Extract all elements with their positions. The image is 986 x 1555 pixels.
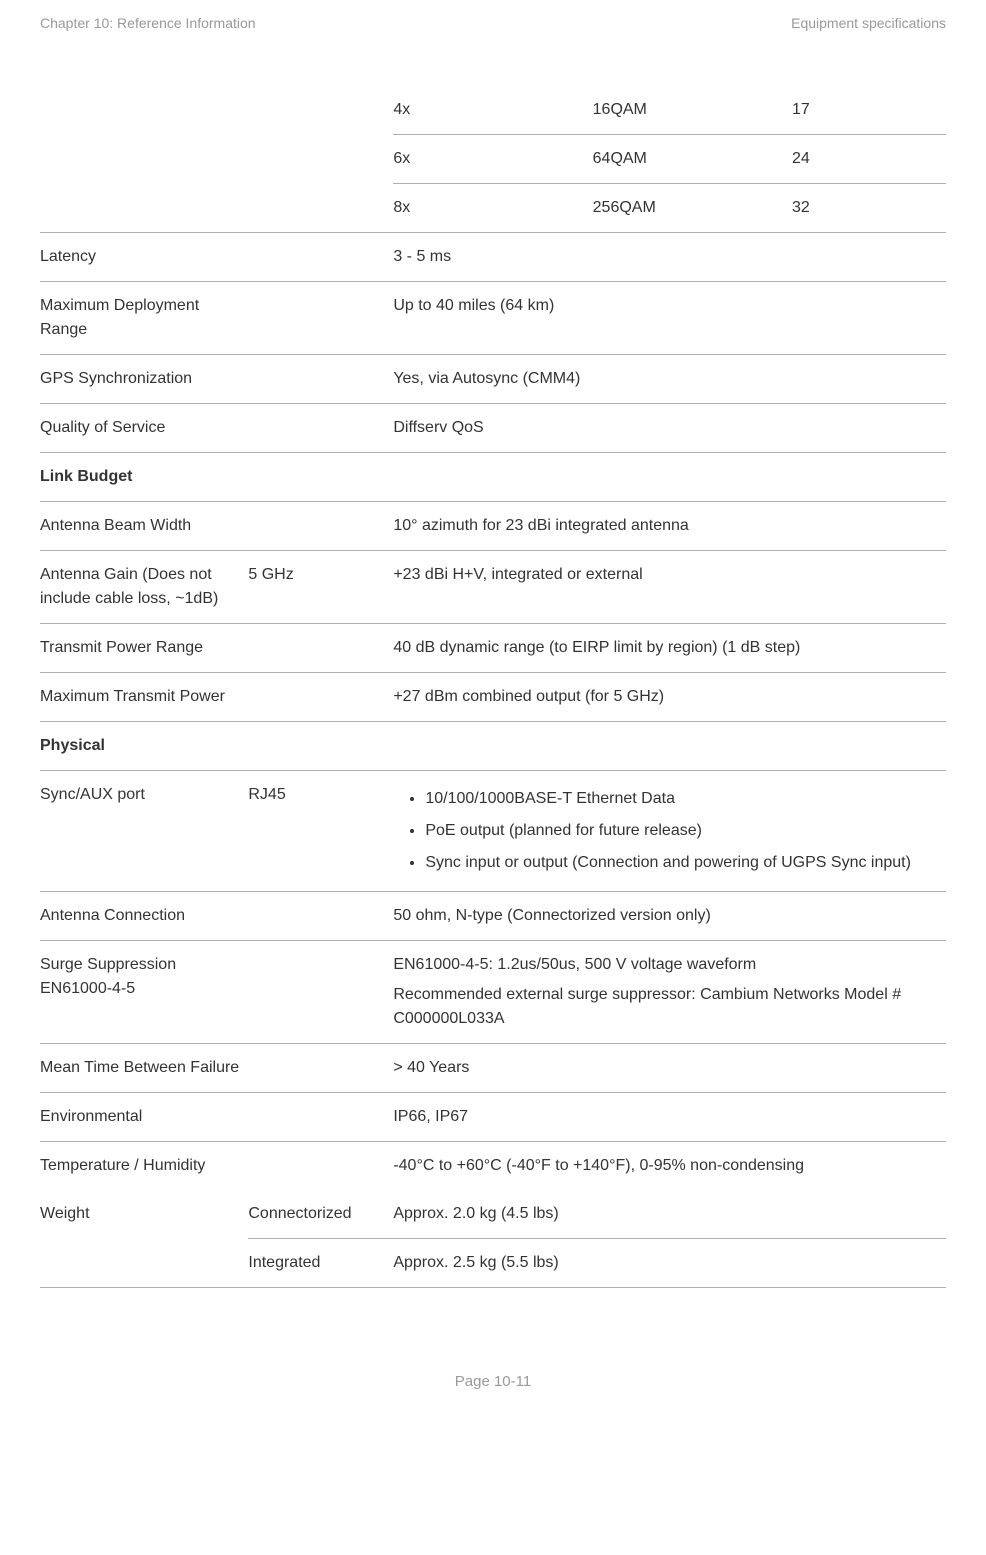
modulation-row: 8x 256QAM 32 [40,184,946,233]
cell-value: Up to 40 miles (64 km) [393,282,946,355]
cell-sub: 5 GHz [248,551,393,624]
cell-label: Environmental [40,1093,248,1142]
cell-value: +27 dBm combined output (for 5 GHz) [393,673,946,722]
cell-value: Approx. 2.5 kg (5.5 lbs) [393,1239,946,1288]
section-link-budget: Link Budget [40,453,946,502]
cell-label: Antenna Beam Width [40,502,248,551]
row-tx-range: Transmit Power Range 40 dB dynamic range… [40,624,946,673]
list-item: 10/100/1000BASE-T Ethernet Data [425,783,938,815]
surge-line1: EN61000-4-5: 1.2us/50us, 500 V voltage w… [393,953,938,977]
cell-mult: 8x [393,184,592,233]
cell-sub: Integrated [248,1239,393,1288]
cell-label: Mean Time Between Failure [40,1044,248,1093]
row-latency: Latency 3 - 5 ms [40,233,946,282]
cell-label: Quality of Service [40,404,248,453]
cell-mult: 4x [393,86,592,135]
row-env: Environmental IP66, IP67 [40,1093,946,1142]
cell-label: Temperature / Humidity [40,1142,248,1191]
cell-value: 40 dB dynamic range (to EIRP limit by re… [393,624,946,673]
specification-table: 4x 16QAM 17 6x 64QAM 24 8x 256QAM 32 Lat… [40,86,946,1288]
cell-label: Physical [40,722,946,771]
row-qos: Quality of Service Diffserv QoS [40,404,946,453]
row-surge: Surge Suppression EN61000-4-5 EN61000-4-… [40,941,946,1044]
cell-label: Antenna Gain (Does not include cable los… [40,551,248,624]
cell-value: Diffserv QoS [393,404,946,453]
row-weight-1: Weight Connectorized Approx. 2.0 kg (4.5… [40,1190,946,1239]
cell-label: GPS Synchronization [40,355,248,404]
cell-label: Sync/AUX port [40,771,248,892]
sync-bullets: 10/100/1000BASE-T Ethernet Data PoE outp… [393,783,938,879]
cell-label: Link Budget [40,453,946,502]
cell-value: 3 - 5 ms [393,233,946,282]
cell-label: Transmit Power Range [40,624,248,673]
cell-val: 24 [792,135,946,184]
cell-mod: 16QAM [593,86,792,135]
cell-val: 32 [792,184,946,233]
cell-sub: RJ45 [248,771,393,892]
row-gps: GPS Synchronization Yes, via Autosync (C… [40,355,946,404]
row-mtbf: Mean Time Between Failure > 40 Years [40,1044,946,1093]
cell-value: 10/100/1000BASE-T Ethernet Data PoE outp… [393,771,946,892]
cell-value: 50 ohm, N-type (Connectorized version on… [393,892,946,941]
cell-label: Antenna Connection [40,892,248,941]
row-range: Maximum Deployment Range Up to 40 miles … [40,282,946,355]
row-beam: Antenna Beam Width 10° azimuth for 23 dB… [40,502,946,551]
modulation-row: 6x 64QAM 24 [40,135,946,184]
cell-value: Yes, via Autosync (CMM4) [393,355,946,404]
cell-label: Maximum Deployment Range [40,282,248,355]
cell-value: -40°C to +60°C (-40°F to +140°F), 0-95% … [393,1142,946,1191]
cell-mult: 6x [393,135,592,184]
cell-label: Weight [40,1190,248,1288]
cell-label: Latency [40,233,248,282]
cell-value: EN61000-4-5: 1.2us/50us, 500 V voltage w… [393,941,946,1044]
cell-value: 10° azimuth for 23 dBi integrated antenn… [393,502,946,551]
list-item: PoE output (planned for future release) [425,815,938,847]
cell-value: Approx. 2.0 kg (4.5 lbs) [393,1190,946,1239]
modulation-row: 4x 16QAM 17 [40,86,946,135]
row-sync: Sync/AUX port RJ45 10/100/1000BASE-T Eth… [40,771,946,892]
page-footer: Page 10-11 [40,1373,946,1390]
section-physical: Physical [40,722,946,771]
row-antenna-conn: Antenna Connection 50 ohm, N-type (Conne… [40,892,946,941]
cell-value: +23 dBi H+V, integrated or external [393,551,946,624]
surge-line2: Recommended external surge suppressor: C… [393,983,938,1031]
cell-val: 17 [792,86,946,135]
cell-mod: 256QAM [593,184,792,233]
row-temp: Temperature / Humidity -40°C to +60°C (-… [40,1142,946,1191]
cell-value: > 40 Years [393,1044,946,1093]
cell-mod: 64QAM [593,135,792,184]
page-header: Chapter 10: Reference Information Equipm… [40,15,946,31]
cell-label: Surge Suppression EN61000-4-5 [40,941,248,1044]
row-gain: Antenna Gain (Does not include cable los… [40,551,946,624]
list-item: Sync input or output (Connection and pow… [425,847,938,879]
cell-sub: Connectorized [248,1190,393,1239]
header-right: Equipment specifications [791,15,946,31]
row-tx-max: Maximum Transmit Power +27 dBm combined … [40,673,946,722]
cell-value: IP66, IP67 [393,1093,946,1142]
cell-label: Maximum Transmit Power [40,673,248,722]
header-left: Chapter 10: Reference Information [40,15,256,31]
